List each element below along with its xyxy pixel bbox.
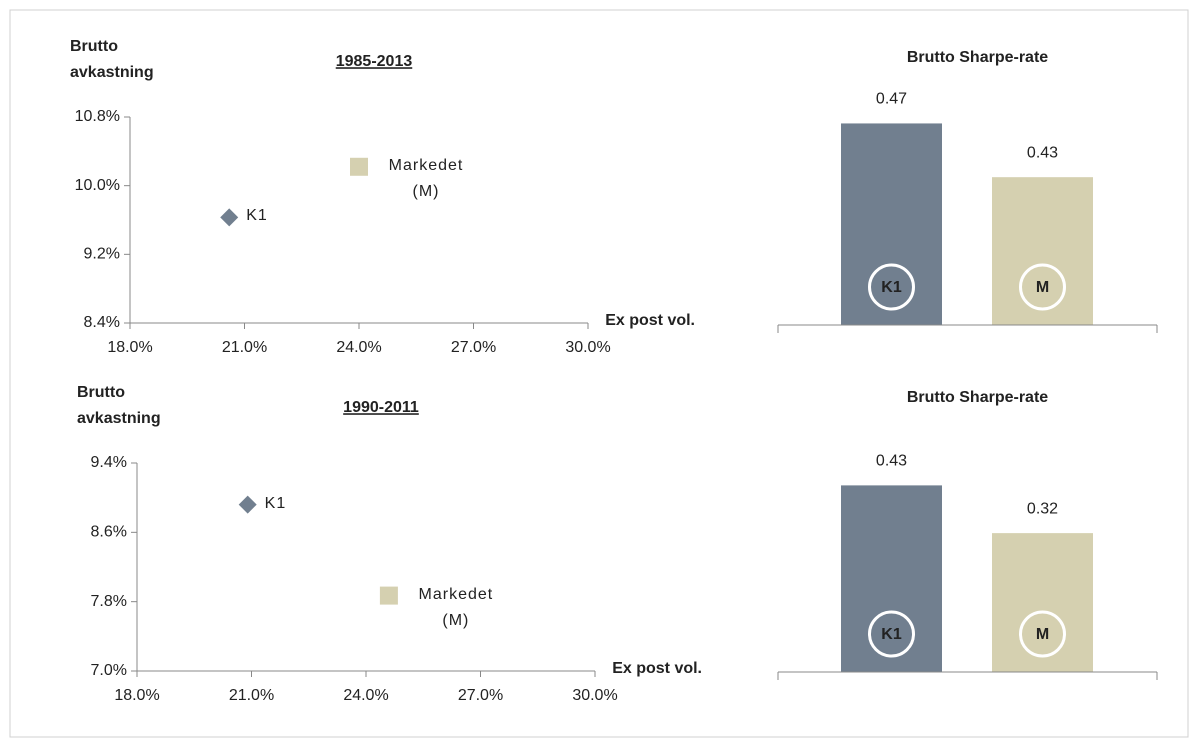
x-tick-label: 24.0% [336,339,381,356]
chart-title: 1985-2013 [336,53,413,70]
value-label: 0.32 [1027,500,1058,517]
x-axis-title: Ex post vol. [605,312,695,329]
x-axis-title-box: Ex post vol. [612,656,702,682]
point-label-box: Markedet (M) [376,153,496,205]
y-axis-title-wrap: Brutto avkastning [77,380,187,432]
bar [992,533,1093,672]
x-tick-label: 30.0% [565,339,610,356]
point-label-wrap: Markedet (M) [406,582,526,634]
x-tick-label: 18.0% [107,339,152,356]
y-tick-label: 9.2% [84,246,120,263]
y-tick-label: 7.8% [91,593,127,610]
frame [9,9,1189,738]
point [220,208,239,227]
category-label: K1 [881,279,902,296]
x-tick-label: 24.0% [343,687,388,704]
x-tick-label: 18.0% [114,687,159,704]
point-label-wrap: K1 [246,203,366,229]
category-badge [868,610,915,658]
category-badge [1019,610,1066,658]
x-tick-label: 30.0% [572,687,617,704]
bar [841,485,942,672]
point [379,586,398,605]
category-badge [868,263,915,311]
chart-title: Brutto Sharpe-rate [907,389,1048,406]
y-tick-label: 10.8% [75,108,120,125]
point-label: K1 [264,494,287,512]
category-label: M [1036,279,1049,296]
y-tick-label: 8.4% [84,314,120,331]
point-label-box: K1 [246,203,366,229]
y-axis-title: Brutto avkastning [70,38,154,81]
bar [841,123,942,325]
point [238,495,257,514]
point-label: Markedet (M) [418,585,494,629]
chart-title: Brutto Sharpe-rate [907,49,1048,66]
chart-title: 1990-2011 [343,399,419,416]
category-label: K1 [881,626,902,643]
value-label: 0.43 [876,453,907,470]
point-label-box: Markedet (M) [406,582,526,634]
x-axis-title: Ex post vol. [612,660,702,677]
x-axis-title-box: Ex post vol. [605,308,695,334]
point-label: K1 [246,207,268,225]
x-axis-title-wrap: Ex post vol. [612,656,702,682]
value-label: 0.47 [876,91,907,108]
category-label: M [1036,626,1049,643]
x-tick-label: 27.0% [458,687,503,704]
bar [992,177,1093,325]
x-tick-label: 21.0% [229,687,274,704]
y-tick-label: 9.4% [91,454,127,471]
y-tick-label: 10.0% [75,177,120,194]
value-label: 0.43 [1027,144,1058,161]
point-label: Markedet (M) [388,156,464,200]
y-axis-title-wrap: Brutto avkastning [70,34,180,86]
y-axis-title-box: Brutto avkastning [77,380,187,432]
point-label-wrap: Markedet (M) [376,153,496,205]
y-tick-label: 8.6% [91,524,127,541]
y-tick-label: 7.0% [91,662,127,679]
x-tick-label: 27.0% [451,339,496,356]
x-tick-label: 21.0% [222,339,267,356]
x-axis-title-wrap: Ex post vol. [605,308,695,334]
point [350,157,368,176]
point-label-box: K1 [265,491,385,517]
point-label-wrap: K1 [265,491,385,517]
category-badge [1019,263,1066,311]
y-axis-title-box: Brutto avkastning [70,34,180,86]
y-axis-title: Brutto avkastning [77,384,161,427]
